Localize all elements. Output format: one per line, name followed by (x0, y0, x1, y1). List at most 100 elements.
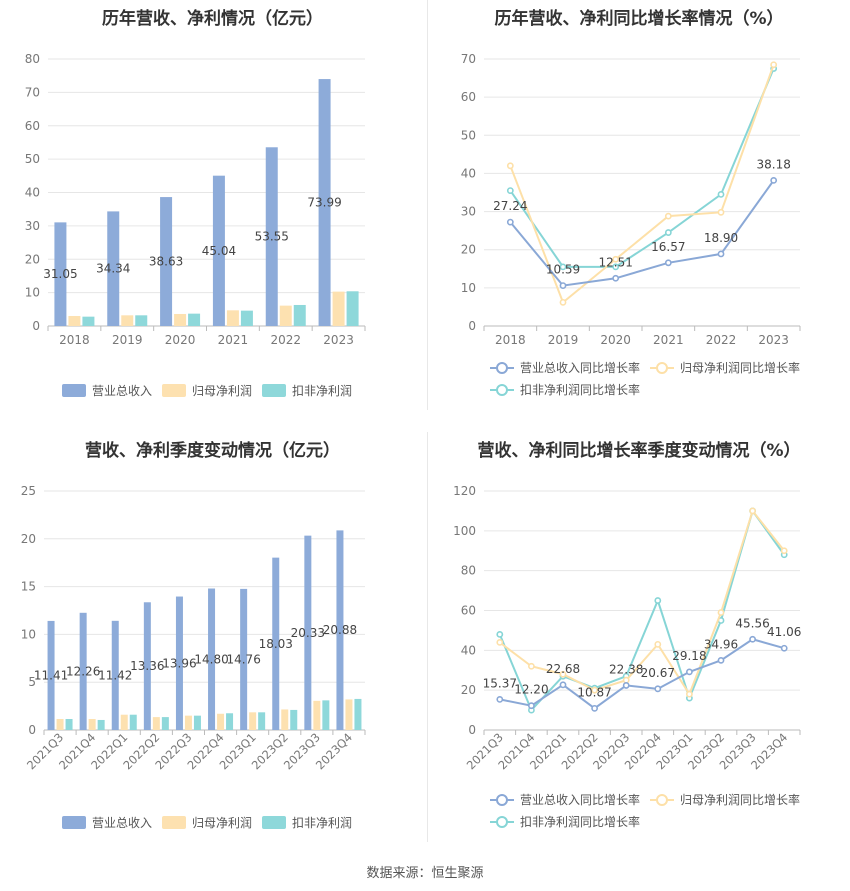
series-point (612, 263, 620, 271)
series-point (559, 282, 567, 290)
y-tick-label: 40 (25, 186, 40, 200)
chart-quarterly-growth: 营收、净利同比增长率季度变动情况（%） 0 20 40 60 80 100 120 2021Q… (428, 430, 850, 860)
x-tick-label: 2021 (653, 333, 684, 347)
legend-swatch (62, 816, 86, 829)
bar (226, 310, 239, 326)
bar (97, 719, 105, 730)
chart-title: 营收、净利同比增长率季度变动情况（%） (477, 441, 801, 461)
y-tick-label: 40 (461, 166, 476, 180)
line-data-label: 12.51 (598, 255, 632, 269)
legend-marker (496, 362, 508, 374)
series-point (496, 638, 504, 646)
x-tick-label: 2020 (600, 333, 631, 347)
x-tick-label: 2018 (495, 333, 526, 347)
line-data-label: 22.68 (546, 662, 580, 676)
y-tick-label: 50 (461, 128, 476, 142)
legend-label: 扣非净利润 (292, 816, 352, 830)
y-tick-label: 60 (461, 604, 476, 618)
series-point (559, 298, 567, 306)
chart-svg-quarterly-amounts: 05101520252021Q32021Q42022Q12022Q22022Q3… (21, 484, 366, 830)
bar (304, 535, 312, 730)
y-tick-label: 30 (25, 219, 40, 233)
bar (174, 313, 187, 326)
bar-data-label: 14.80 (194, 652, 228, 666)
series-line (509, 64, 775, 305)
series-point (780, 547, 788, 555)
chart-quarterly-amounts: 营收、净利季度变动情况（亿元） 0 5 10 15 20 25 2021Q3 2021Q4 20… (0, 430, 425, 860)
bar (135, 315, 148, 326)
series-point (770, 61, 778, 69)
vertical-divider-bottom (427, 432, 428, 842)
series-line (499, 638, 785, 710)
y-tick-label: 20 (25, 252, 40, 266)
line-data-label: 27.24 (493, 199, 527, 213)
y-tick-label: 5 (28, 675, 36, 689)
y-tick-label: 10 (461, 281, 476, 295)
series-point (496, 695, 504, 703)
series-point (591, 686, 598, 694)
y-tick-label: 0 (32, 319, 40, 333)
series-point (717, 191, 725, 198)
line-data-label: 41.06 (767, 625, 801, 639)
line-data-label: 10.59 (546, 263, 580, 277)
x-tick-label: 2021 (218, 333, 249, 347)
chart-svg-quarterly-growth: 0204060801001202021Q32021Q42022Q12022Q22… (453, 484, 801, 829)
bar (121, 315, 134, 326)
y-tick-label: 60 (25, 119, 40, 133)
y-tick-label: 0 (28, 723, 36, 737)
series-line (498, 508, 786, 712)
series-point (770, 176, 778, 184)
line-data-label: 16.57 (651, 240, 685, 254)
line-data-label: 38.18 (756, 157, 790, 171)
y-tick-label: 15 (21, 580, 36, 594)
vertical-divider (427, 0, 428, 410)
bar-data-label: 13.36 (130, 659, 164, 673)
series-line (499, 508, 785, 697)
line-data-label: 10.87 (577, 685, 611, 699)
legend-label: 扣非净利润同比增长率 (520, 814, 640, 829)
bar (208, 588, 216, 730)
bar (65, 719, 73, 730)
series-point (685, 668, 693, 676)
y-tick-label: 10 (21, 627, 36, 641)
series-line (509, 68, 775, 268)
x-tick-label: 2019 (548, 333, 579, 347)
legend-swatch (162, 816, 186, 829)
series-point (717, 656, 725, 664)
bar (272, 557, 280, 730)
legend-label: 扣非净利润 (292, 384, 352, 398)
y-tick-label: 0 (468, 319, 476, 333)
legend-label: 扣非净利润同比增长率 (520, 382, 640, 397)
chart-title: 历年营收、净利情况（亿元） (102, 9, 323, 29)
series-point (664, 229, 672, 236)
line-data-label: 15.37 (483, 676, 517, 690)
series-point (717, 250, 725, 258)
bar-data-label: 20.33 (291, 626, 325, 640)
bar-data-label: 18.03 (259, 637, 293, 651)
bar (346, 291, 359, 326)
bar (293, 304, 306, 326)
chart-svg-annual-growth: 0 10 20 30 40 50 60 70 2018 2019 2020 2021 2022 2023 2… (461, 52, 801, 397)
bar (354, 698, 362, 730)
series-point (506, 162, 514, 170)
line-data-label: 34.96 (704, 637, 738, 651)
series-point (654, 640, 662, 648)
x-tick-label: 2023 (758, 333, 789, 347)
legend-marker (496, 384, 508, 396)
bar-data-label: 73.99 (307, 196, 341, 210)
bar-data-label: 11.42 (98, 668, 132, 682)
bar (212, 175, 225, 326)
bar-data-label: 53.55 (255, 230, 289, 244)
line-data-label: 20.67 (641, 666, 675, 680)
x-tick-label: 2022 (706, 333, 737, 347)
bar (336, 530, 344, 730)
y-tick-label: 70 (461, 52, 476, 66)
legend-label: 归母净利润 (192, 816, 252, 830)
y-tick-label: 20 (461, 683, 476, 697)
y-tick-label: 25 (21, 484, 36, 498)
bar (188, 313, 201, 326)
bar (345, 699, 353, 730)
chart-title: 营收、净利季度变动情况（亿元） (85, 441, 340, 461)
series-point (654, 597, 662, 604)
bar-data-label: 34.34 (96, 262, 130, 276)
